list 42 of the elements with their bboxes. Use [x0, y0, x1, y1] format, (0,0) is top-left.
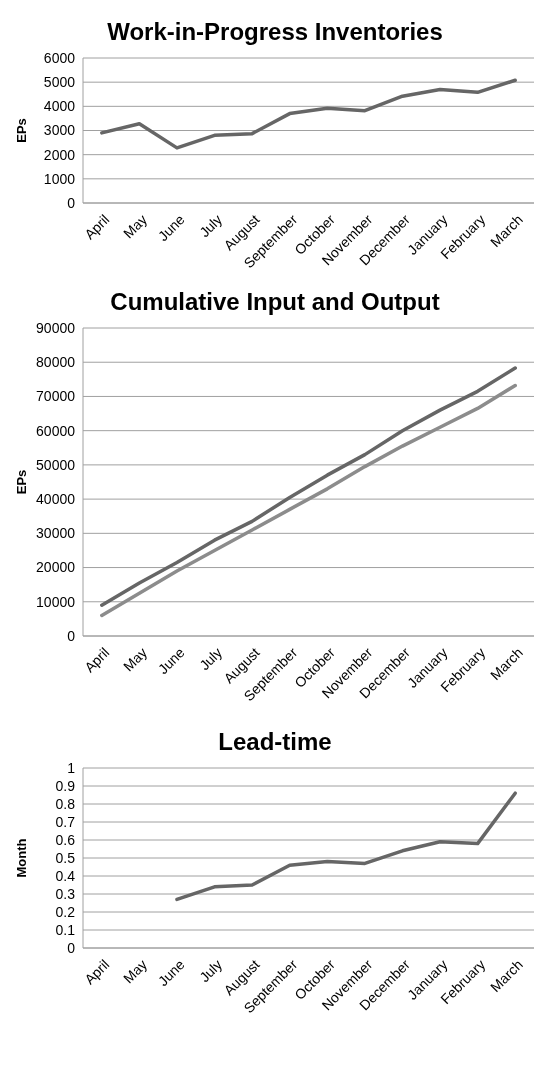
y-tick-label: 0: [67, 939, 76, 956]
chart-title: Lead-time: [218, 728, 332, 755]
x-tick-label: May: [119, 956, 150, 987]
y-tick-label: 30000: [36, 525, 76, 542]
y-tick-label: 6000: [43, 49, 76, 66]
y-tick-label: 90000: [36, 319, 76, 336]
chart-title: Cumulative Input and Output: [110, 288, 440, 315]
y-tick-label: 20000: [36, 559, 76, 576]
line-series: [175, 791, 517, 902]
y-tick-label: 0.9: [55, 777, 76, 794]
x-tick-label: July: [196, 644, 226, 674]
y-axis-title: EPs: [14, 118, 29, 143]
y-tick-label: 2000: [43, 146, 76, 163]
y-tick-label: 80000: [36, 354, 76, 371]
y-tick-label: 0: [67, 627, 76, 644]
y-tick-label: 0.7: [55, 813, 76, 830]
y-tick-label: 0.5: [55, 849, 76, 866]
chart-title: Work-in-Progress Inventories: [107, 18, 443, 45]
y-tick-label: 0.4: [55, 867, 76, 884]
y-tick-label: 0.3: [55, 885, 76, 902]
y-tick-label: 0.6: [55, 831, 76, 848]
y-tick-label: 5000: [43, 74, 76, 91]
y-tick-label: 0: [67, 194, 76, 211]
y-tick-label: 3000: [43, 122, 76, 139]
line-series: [100, 78, 517, 150]
y-tick-label: 1000: [43, 170, 76, 187]
y-tick-label: 0.8: [55, 795, 76, 812]
y-tick-label: 60000: [36, 422, 76, 439]
x-tick-label: May: [119, 644, 150, 675]
y-tick-label: 40000: [36, 491, 76, 508]
y-tick-label: 4000: [43, 98, 76, 115]
y-tick-label: 0.1: [55, 921, 76, 938]
y-tick-label: 70000: [36, 388, 76, 405]
y-tick-label: 10000: [36, 593, 76, 610]
y-tick-label: 50000: [36, 456, 76, 473]
x-tick-label: July: [196, 956, 226, 986]
y-axis-title: EPs: [14, 469, 29, 495]
x-tick-label: July: [196, 211, 226, 241]
y-tick-label: 1: [67, 759, 76, 776]
y-tick-label: 0.2: [55, 903, 76, 920]
x-tick-label: May: [119, 211, 150, 242]
y-axis-title: Month: [14, 838, 29, 878]
